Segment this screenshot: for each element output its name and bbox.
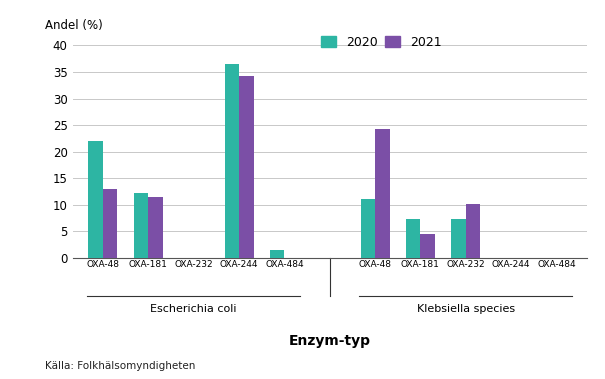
Bar — [375, 129, 390, 258]
Bar — [239, 76, 253, 258]
Bar — [406, 219, 420, 258]
Text: Enzym-typ: Enzym-typ — [289, 334, 371, 348]
Bar — [148, 197, 163, 258]
Bar — [420, 234, 435, 258]
Text: Andel (%): Andel (%) — [45, 19, 103, 32]
Bar — [224, 64, 239, 258]
Legend: 2020, 2021: 2020, 2021 — [316, 30, 446, 53]
Bar — [103, 189, 117, 258]
Text: Klebsiella species: Klebsiella species — [417, 304, 515, 315]
Bar — [134, 193, 148, 258]
Bar — [451, 219, 466, 258]
Bar — [466, 204, 480, 258]
Text: Källa: Folkhälsomyndigheten: Källa: Folkhälsomyndigheten — [45, 362, 196, 371]
Text: Escherichia coli: Escherichia coli — [151, 304, 237, 315]
Bar — [270, 250, 284, 258]
Bar — [88, 141, 103, 258]
Bar — [361, 199, 375, 258]
